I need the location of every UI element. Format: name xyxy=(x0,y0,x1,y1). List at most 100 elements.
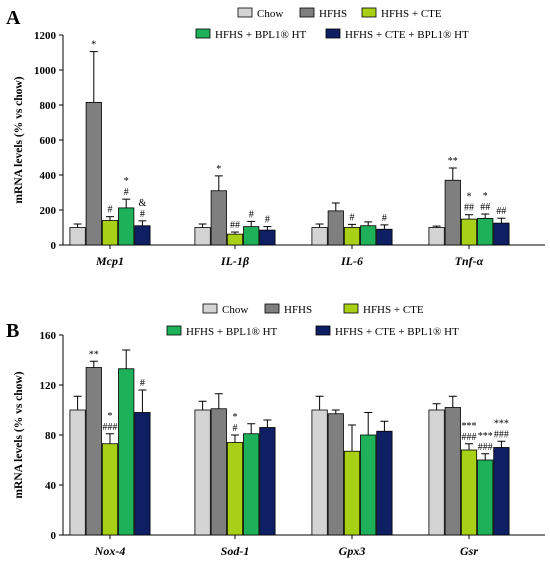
bar xyxy=(118,368,135,536)
y-tick-label: 400 xyxy=(40,170,57,182)
legend-item: HFHS + CTE + BPL1® HT xyxy=(325,28,469,41)
legend-label: Chow xyxy=(222,304,248,316)
x-tick-label: Tnf-α xyxy=(455,254,484,268)
significance-marker: # xyxy=(249,209,254,220)
bar xyxy=(477,217,494,246)
legend-swatch xyxy=(299,7,315,18)
x-tick-label: Gsr xyxy=(460,544,478,558)
significance-marker: * xyxy=(216,164,221,175)
x-tick-label: IL-6 xyxy=(340,254,363,268)
significance-marker: # xyxy=(108,205,113,216)
significance-marker: ## xyxy=(230,220,240,231)
significance-marker: ### xyxy=(478,442,493,453)
significance-marker: # xyxy=(140,378,145,389)
bar xyxy=(311,409,328,536)
bar xyxy=(493,222,510,246)
y-tick-label: 120 xyxy=(40,380,57,392)
bar xyxy=(493,447,510,536)
legend-swatch xyxy=(195,28,211,39)
legend-swatch xyxy=(325,28,341,39)
bar xyxy=(194,409,211,536)
bar xyxy=(343,227,361,246)
bar xyxy=(210,408,227,536)
legend-swatch xyxy=(361,7,377,18)
legend-swatch xyxy=(343,303,359,314)
bar xyxy=(460,218,478,246)
legend-label: HFHS + CTE + BPL1® HT xyxy=(335,326,459,338)
y-tick-label: 1200 xyxy=(34,30,57,42)
significance-marker: ### xyxy=(494,429,509,440)
bar xyxy=(460,449,478,536)
panel-b: B Chow HFHS HFHS + CTE HFHS + BPL1® HT HFHS +… xyxy=(6,303,545,558)
significance-marker: & xyxy=(139,198,147,209)
significance-marker: # xyxy=(140,209,145,220)
y-tick-label: 0 xyxy=(51,530,57,542)
bar xyxy=(118,207,135,246)
x-tick-label: Gpx3 xyxy=(339,544,366,558)
y-tick-label: 0 xyxy=(51,240,57,252)
bar xyxy=(226,233,244,246)
legend-label: HFHS + CTE + BPL1® HT xyxy=(345,29,469,41)
y-tick-label: 160 xyxy=(40,330,57,342)
bar xyxy=(444,407,461,536)
bar xyxy=(134,225,151,246)
legend-label: HFHS + CTE xyxy=(381,8,442,20)
significance-marker: *** xyxy=(462,421,477,432)
bar xyxy=(259,229,276,246)
bar xyxy=(101,443,119,536)
significance-marker: ## xyxy=(496,206,506,217)
legend-item: Chow xyxy=(237,7,283,20)
bar xyxy=(226,442,244,536)
legend-item: HFHS xyxy=(299,7,347,20)
legend-item: HFHS + CTE xyxy=(343,303,424,316)
significance-marker: ** xyxy=(89,349,99,360)
significance-marker: ### xyxy=(462,432,477,443)
significance-marker: ### xyxy=(103,422,118,433)
y-tick-label: 800 xyxy=(40,100,57,112)
legend-swatch xyxy=(202,303,218,314)
significance-marker: # xyxy=(265,215,270,226)
bar xyxy=(69,227,86,246)
significance-marker: # xyxy=(350,212,355,223)
bar xyxy=(376,430,393,536)
bar xyxy=(210,190,227,246)
significance-marker: # xyxy=(382,213,387,224)
legend-item: Chow xyxy=(202,303,248,316)
bar xyxy=(444,179,461,246)
y-axis-label: mRNA levels (% vs chow) xyxy=(13,371,25,498)
legend-item: HFHS + BPL1® HT xyxy=(166,325,278,338)
legend-label: HFHS xyxy=(284,304,312,316)
significance-marker: # xyxy=(124,187,129,198)
legend-swatch xyxy=(237,7,253,18)
y-tick-label: 600 xyxy=(40,135,57,147)
significance-marker: * xyxy=(108,411,113,422)
y-tick-label: 1000 xyxy=(34,65,57,77)
significance-marker: * xyxy=(91,40,96,51)
legend-item: HFHS + BPL1® HT xyxy=(195,28,307,41)
bar xyxy=(243,226,260,246)
legend-label: HFHS xyxy=(319,8,347,20)
bar xyxy=(69,409,86,536)
legend-swatch xyxy=(264,303,280,314)
significance-marker: ## xyxy=(480,202,490,213)
significance-marker: ## xyxy=(464,203,474,214)
legend-label: Chow xyxy=(257,8,283,20)
bar xyxy=(477,459,494,536)
bar xyxy=(428,227,445,246)
bar xyxy=(327,413,344,536)
legend-label: HFHS + CTE xyxy=(363,304,424,316)
y-tick-label: 40 xyxy=(45,480,57,492)
y-tick-label: 80 xyxy=(45,430,57,442)
bar xyxy=(85,101,102,246)
bar xyxy=(134,412,151,536)
y-tick-label: 200 xyxy=(40,205,57,217)
bar xyxy=(259,427,276,536)
legend-item: HFHS + CTE xyxy=(361,7,442,20)
legend-swatch xyxy=(166,325,182,336)
significance-marker: *** xyxy=(494,418,509,429)
legend-item: HFHS + CTE + BPL1® HT xyxy=(315,325,459,338)
significance-marker: * xyxy=(124,176,129,187)
panel-letter: B xyxy=(6,320,19,342)
panel-a: A Chow HFHS HFHS + CTE HFHS + BPL1® HT HFHS +… xyxy=(6,7,545,268)
